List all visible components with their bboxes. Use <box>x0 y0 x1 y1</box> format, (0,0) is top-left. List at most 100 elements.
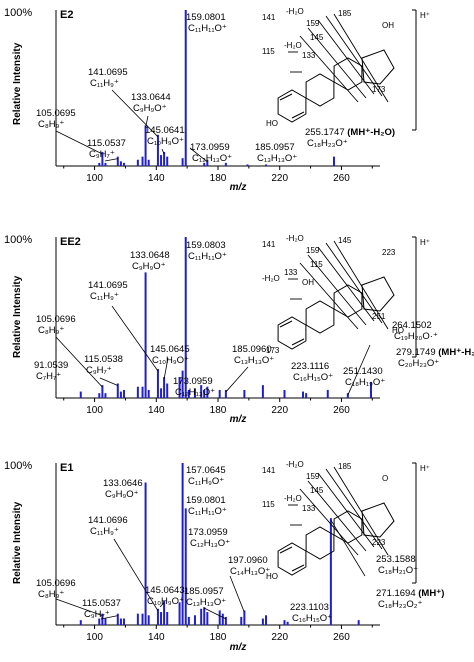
peak-mz-label: 253.1588 <box>376 554 416 565</box>
peak-formula-label: C₁₁H₉⁺ <box>90 291 119 302</box>
peak-formula-label: C₁₀H₉O⁺ <box>152 355 189 366</box>
structure-label: 223 <box>372 538 386 547</box>
structure-label: 141 <box>262 13 276 22</box>
peak-leader-line <box>111 89 159 138</box>
peak-mz-label: 141.0695 <box>88 67 128 78</box>
aromatic-bond <box>279 546 293 554</box>
aromatic-bond <box>279 320 293 328</box>
peak-mz-label: 185.0960 <box>232 344 272 355</box>
x-axis-label: m/z <box>230 642 247 653</box>
x-tick-label: 100 <box>86 632 103 643</box>
fragmentation-line <box>333 466 389 556</box>
peak-leader-line <box>111 305 159 372</box>
fragmentation-line <box>317 246 375 322</box>
y-axis-label: Relative Intensity <box>12 275 23 358</box>
structure-label: 223 <box>382 248 396 257</box>
peak-mz-label: 115.0537 <box>82 598 121 609</box>
peak-leader-line <box>225 366 249 393</box>
x-tick-label: 260 <box>333 173 350 184</box>
peak-formula-label: C₁₈H₂₁O⁺ <box>378 565 418 576</box>
peak-ion-type: (MH⁺-H₂O) <box>436 347 474 358</box>
y-top-label: 100% <box>4 7 32 19</box>
peak-leader-line <box>113 538 159 612</box>
structure-label: 115 <box>262 500 275 509</box>
structure-label: -H₂O <box>262 274 280 283</box>
panel-name: E2 <box>60 9 73 21</box>
structure-label: HO <box>266 572 278 581</box>
peak-mz-label: 105.0696 <box>36 314 76 325</box>
fragmentation-line <box>325 468 383 550</box>
peak-formula-label: C₁₈H₂₃O⁺ <box>307 138 348 149</box>
structure-label: 145 <box>310 33 324 42</box>
peak-mz-label: 133.0648 <box>130 250 170 261</box>
peak-formula-label: C₈H₉⁺ <box>38 119 64 130</box>
peak-mz-label: 159.0801 <box>186 12 226 23</box>
peak-mz-label: 133.0644 <box>131 92 171 103</box>
peak-formula-label: C₉H₉O⁺ <box>133 103 167 114</box>
peak-mz-label: 197.0960 <box>228 555 268 566</box>
structure-label: 133 <box>302 504 316 513</box>
peak-mz-label: 251.1430 <box>343 366 383 377</box>
peak-formula-label: C₉H₉O⁺ <box>132 261 166 272</box>
peak-mz-label: 157.0645 <box>186 465 226 476</box>
peak-formula-label: C₁₀H₉O⁺ <box>147 596 184 607</box>
structure-label: 115 <box>262 47 275 56</box>
protonation-label: H⁺ <box>420 238 430 247</box>
peak-mz-label: 223.1116 <box>291 361 329 372</box>
spectrum-panel-e1: 100% E1 Relative Intensity 100 140 180 220 260 m… <box>4 460 444 653</box>
ring-a <box>277 89 307 123</box>
ring-b <box>305 300 335 334</box>
peak-leader-line <box>55 130 103 155</box>
structure-label: 133 <box>284 268 298 277</box>
protonation-label: H⁺ <box>420 464 430 473</box>
peak-leader-line <box>159 602 165 608</box>
structure-label: O <box>382 474 388 483</box>
peak-ion-type: (MH⁺-H₂O) <box>345 127 395 138</box>
ring-a <box>277 542 307 576</box>
peak-leader-line <box>100 615 118 620</box>
y-top-label: 100% <box>4 234 32 246</box>
peak-formula-label: C₁₁H₁₁O⁺ <box>188 506 227 517</box>
peak-mz-label: 279.1749 (MH⁺-H₂O) <box>396 347 474 358</box>
structure-label: 145 <box>310 486 324 495</box>
peak-formula-label: C₁₆H₁₅O⁺ <box>293 372 333 383</box>
peak-formula-label: C₁₁H₉O⁺ <box>188 476 224 487</box>
peak-mz-label: 159.0803 <box>186 240 226 251</box>
x-tick-label: 260 <box>333 405 350 416</box>
peak-formula-label: C₇H₇⁺ <box>36 371 61 382</box>
peak-leader-line <box>145 115 149 128</box>
peak-formula-label: C₉H₇⁺ <box>89 149 115 160</box>
structure-label: 251 <box>372 312 386 321</box>
peak-formula-label: C₈H₉⁺ <box>38 589 64 600</box>
ring-d <box>361 502 395 538</box>
structure-label: -H₂O <box>286 7 304 16</box>
peak-mz-label: 159.0801 <box>186 495 226 506</box>
peak-mz-label: 271.1694 (MH⁺) <box>376 588 444 599</box>
structure-label: 173 <box>266 346 280 355</box>
peak-leader-line <box>55 336 103 388</box>
peak-mz-label: 173.0959 <box>188 527 228 538</box>
peak-formula-label: C₈H₉⁺ <box>38 325 64 336</box>
x-tick-label: 260 <box>333 632 350 643</box>
x-tick-label: 180 <box>210 173 227 184</box>
fragmentation-line <box>325 242 383 324</box>
x-tick-label: 180 <box>210 632 227 643</box>
peak-leader-line <box>99 377 118 386</box>
peak-mz-label: 141.0695 <box>88 280 128 291</box>
peak-mz-label: 173.0959 <box>173 376 213 387</box>
spectrum-panel-ee2: 100% EE2 Relative Intensity 100 140 180 220 260… <box>4 234 474 425</box>
ring-c <box>333 284 363 318</box>
peak-formula-label: C₉H₉O⁺ <box>105 489 139 500</box>
structure-label: -H₂O <box>286 460 304 469</box>
x-tick-label: 140 <box>148 405 165 416</box>
fragmentation-line <box>299 488 359 556</box>
peak-leader-line <box>163 357 169 380</box>
aromatic-bond <box>291 564 305 572</box>
peak-formula-label: C₁₄H₁₃O⁺ <box>230 566 270 577</box>
peak-mz-label: 173.0959 <box>190 142 230 153</box>
peak-mz-label: 223.1103 <box>290 602 329 613</box>
peak-formula-label: C₁₁H₁₁O⁺ <box>188 23 227 34</box>
structure-label: OH <box>302 278 314 287</box>
